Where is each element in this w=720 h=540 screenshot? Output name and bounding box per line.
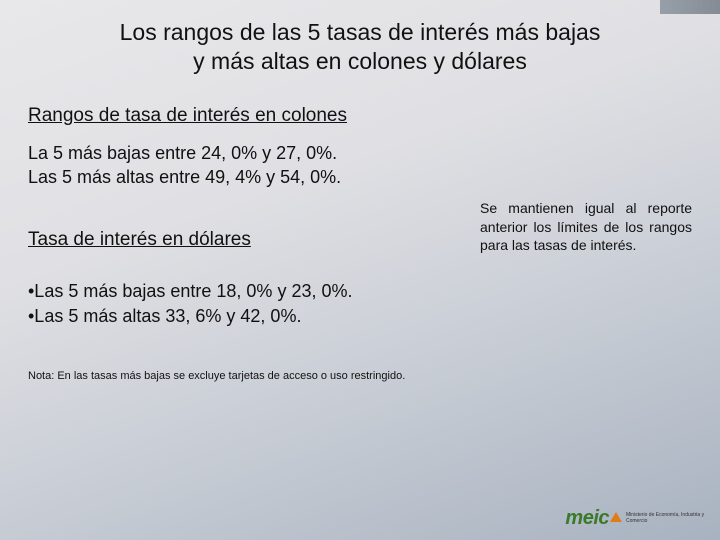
slide-container: Los rangos de las 5 tasas de interés más… — [0, 0, 720, 540]
dolares-high-line: •Las 5 más altas 33, 6% y 42, 0%. — [28, 304, 692, 328]
logo-mark-wrap: meic — [565, 507, 622, 530]
colones-low-line: La 5 más bajas entre 24, 0% y 27, 0%. — [28, 141, 692, 165]
colones-lines: La 5 más bajas entre 24, 0% y 27, 0%. La… — [28, 141, 692, 190]
logo-text: meic — [565, 507, 609, 529]
mid-left: Tasa de interés en dólares — [28, 225, 452, 265]
dolares-low-line: •Las 5 más bajas entre 18, 0% y 23, 0%. — [28, 279, 692, 303]
title-line-1: Los rangos de las 5 tasas de interés más… — [80, 18, 640, 47]
corner-accent — [660, 0, 720, 14]
slide-title: Los rangos de las 5 tasas de interés más… — [80, 18, 640, 77]
side-note: Se mantienen igual al reporte anterior l… — [480, 199, 692, 254]
section-heading-dolares: Tasa de interés en dólares — [28, 229, 452, 251]
dolares-bullets: •Las 5 más bajas entre 18, 0% y 23, 0%. … — [28, 279, 692, 328]
mid-row: Tasa de interés en dólares Se mantienen … — [28, 225, 692, 265]
triangle-icon — [610, 512, 622, 522]
title-line-2: y más altas en colones y dólares — [80, 47, 640, 76]
colones-high-line: Las 5 más altas entre 49, 4% y 54, 0%. — [28, 165, 692, 189]
section-heading-colones: Rangos de tasa de interés en colones — [28, 105, 692, 127]
logo: meic Ministerio de Economía, Industria y… — [565, 507, 706, 530]
logo-subtitle: Ministerio de Economía, Industria y Come… — [626, 513, 706, 524]
footnote: Nota: En las tasas más bajas se excluye … — [28, 370, 692, 382]
